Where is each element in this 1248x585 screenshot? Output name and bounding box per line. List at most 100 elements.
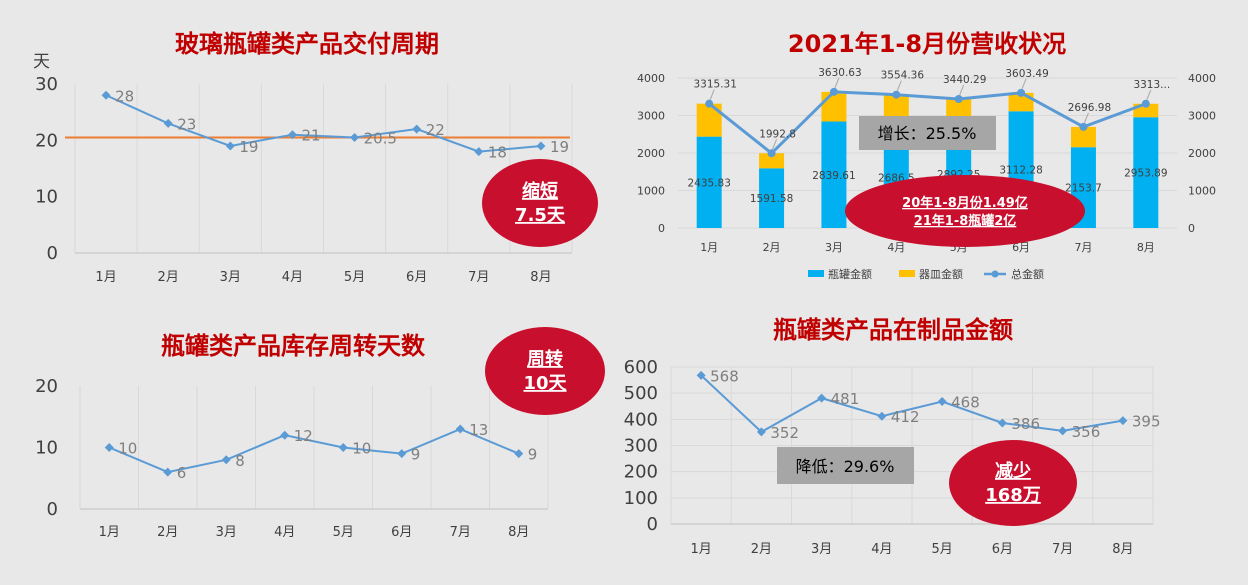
data-label: 6 (177, 464, 187, 482)
legend-label-total: 总金额 (1011, 267, 1044, 281)
x-tick-label: 3月 (216, 525, 237, 540)
data-point (280, 430, 290, 440)
x-tick-label: 8月 (1112, 542, 1133, 557)
data-label: 28 (115, 87, 134, 105)
data-label: 356 (1072, 423, 1101, 441)
reduction-box: 降低：29.6% (777, 447, 914, 484)
bar-bottles (759, 168, 785, 228)
data-label: 12 (294, 427, 313, 445)
x-tick-label: 1月 (99, 525, 120, 540)
y-left-tick-label: 1000 (637, 185, 665, 198)
legend-swatch-ware (899, 270, 915, 277)
leader-line (834, 77, 840, 89)
total-point (1141, 99, 1150, 108)
x-tick-label: 7月 (450, 525, 471, 540)
data-point (817, 393, 827, 403)
total-amount-line (708, 90, 1147, 156)
leader-line (959, 84, 965, 96)
data-label: 19 (239, 138, 258, 156)
data-point (514, 449, 524, 459)
x-tick-label: 8月 (530, 270, 551, 285)
data-point (412, 124, 422, 134)
bar-data-label: 2839.61 (812, 170, 855, 182)
x-tick-label: 3月 (220, 270, 241, 285)
legend-swatch-bottles (808, 270, 824, 277)
leader-line (772, 139, 778, 150)
total-point (705, 99, 714, 108)
x-tick-label: 4月 (887, 241, 905, 254)
data-point (163, 467, 173, 477)
leader-line (1083, 112, 1089, 124)
total-point (892, 90, 901, 99)
y-left-tick-label: 0 (658, 222, 665, 235)
data-point (877, 411, 887, 421)
x-tick-label: 7月 (468, 270, 489, 285)
y-tick-label: 20 (35, 130, 58, 151)
wip-amount-line (700, 374, 1124, 434)
callout-line1: 缩短 (522, 180, 558, 202)
bar-data-label: 1591.58 (750, 193, 793, 205)
bar-ware (696, 103, 722, 137)
legend-marker-total (991, 270, 999, 278)
inventory-turnover-title: 瓶罐类产品库存周转天数 (161, 332, 426, 360)
legend-label-bottles: 瓶罐金额 (828, 267, 872, 281)
revenue-title: 2021年1-8月份营收状况 (788, 30, 1066, 58)
delivery-cycle-unit-label: 天 (33, 52, 50, 72)
revenue-callout: 20年1-8月份1.49亿 21年1-8瓶罐2亿 (845, 175, 1085, 247)
x-tick-label: 7月 (1074, 241, 1092, 254)
data-point (338, 443, 348, 452)
total-data-label: 3440.29 (943, 74, 986, 86)
y-right-tick-label: 4000 (1188, 72, 1216, 85)
leader-line (1021, 78, 1027, 90)
callout-line2: 10天 (523, 373, 567, 394)
wip-amount-callout: 减少 168万 (949, 440, 1077, 526)
bar-data-label: 3112.28 (999, 165, 1042, 177)
callout-line1: 20年1-8月份1.49亿 (902, 195, 1028, 211)
total-data-label: 2696.98 (1068, 102, 1111, 114)
data-label: 18 (488, 144, 507, 162)
callout-line1: 减少 (995, 460, 1031, 482)
y-right-tick-label: 2000 (1188, 147, 1216, 160)
data-label: 568 (710, 367, 739, 385)
data-point (397, 449, 407, 459)
data-label: 352 (770, 424, 799, 442)
inventory-turnover-callout: 周转 10天 (485, 327, 605, 415)
x-tick-label: 4月 (282, 270, 303, 285)
data-label: 9 (528, 446, 538, 464)
callout-ellipse (482, 159, 598, 247)
total-data-label: 3313... (1133, 79, 1170, 91)
revenue-chart: 2021年1-8月份营收状况 0 1000 2000 3000 4000 0 1000 20… (637, 30, 1216, 281)
data-point (1118, 416, 1128, 426)
data-label: 21 (301, 127, 320, 145)
x-tick-label: 5月 (931, 542, 952, 557)
total-point (1017, 88, 1026, 97)
revenue-legend: 瓶罐金额 器皿金额 总金额 (808, 267, 1044, 281)
reduction-box-bg (777, 447, 914, 484)
total-point (767, 149, 776, 158)
x-tick-label: 1月 (700, 241, 718, 254)
data-point (756, 427, 766, 437)
bar-ware (759, 153, 785, 169)
y-right-tick-label: 0 (1188, 222, 1195, 235)
delivery-cycle-callout: 缩短 7.5天 (482, 159, 598, 247)
bar-bottles (1133, 117, 1159, 228)
y-tick-label: 10 (35, 187, 58, 208)
total-data-label: 3603.49 (1005, 68, 1048, 80)
x-tick-label: 3月 (825, 241, 843, 254)
data-label: 412 (891, 408, 920, 426)
data-point (225, 141, 235, 151)
callout-line2: 168万 (985, 485, 1041, 506)
delivery-cycle-chart: 玻璃瓶罐类产品交付周期 天 0 10 20 30 1月 2月 3月 4月 5月 6月 7月 8月 2… (33, 30, 598, 285)
y-tick-label: 10 (35, 438, 58, 459)
delivery-cycle-line (105, 94, 542, 153)
data-label: 13 (469, 421, 488, 439)
callout-line2: 7.5天 (515, 205, 566, 226)
data-point (937, 397, 947, 407)
bar-data-label: 2153.7 (1065, 183, 1102, 195)
growth-box-bg (859, 116, 996, 150)
reduction-box-text: 降低：29.6% (796, 457, 895, 476)
y-tick-label: 0 (647, 514, 658, 535)
bar-data-label: 2953.89 (1124, 168, 1167, 180)
y-tick-label: 300 (624, 436, 658, 457)
